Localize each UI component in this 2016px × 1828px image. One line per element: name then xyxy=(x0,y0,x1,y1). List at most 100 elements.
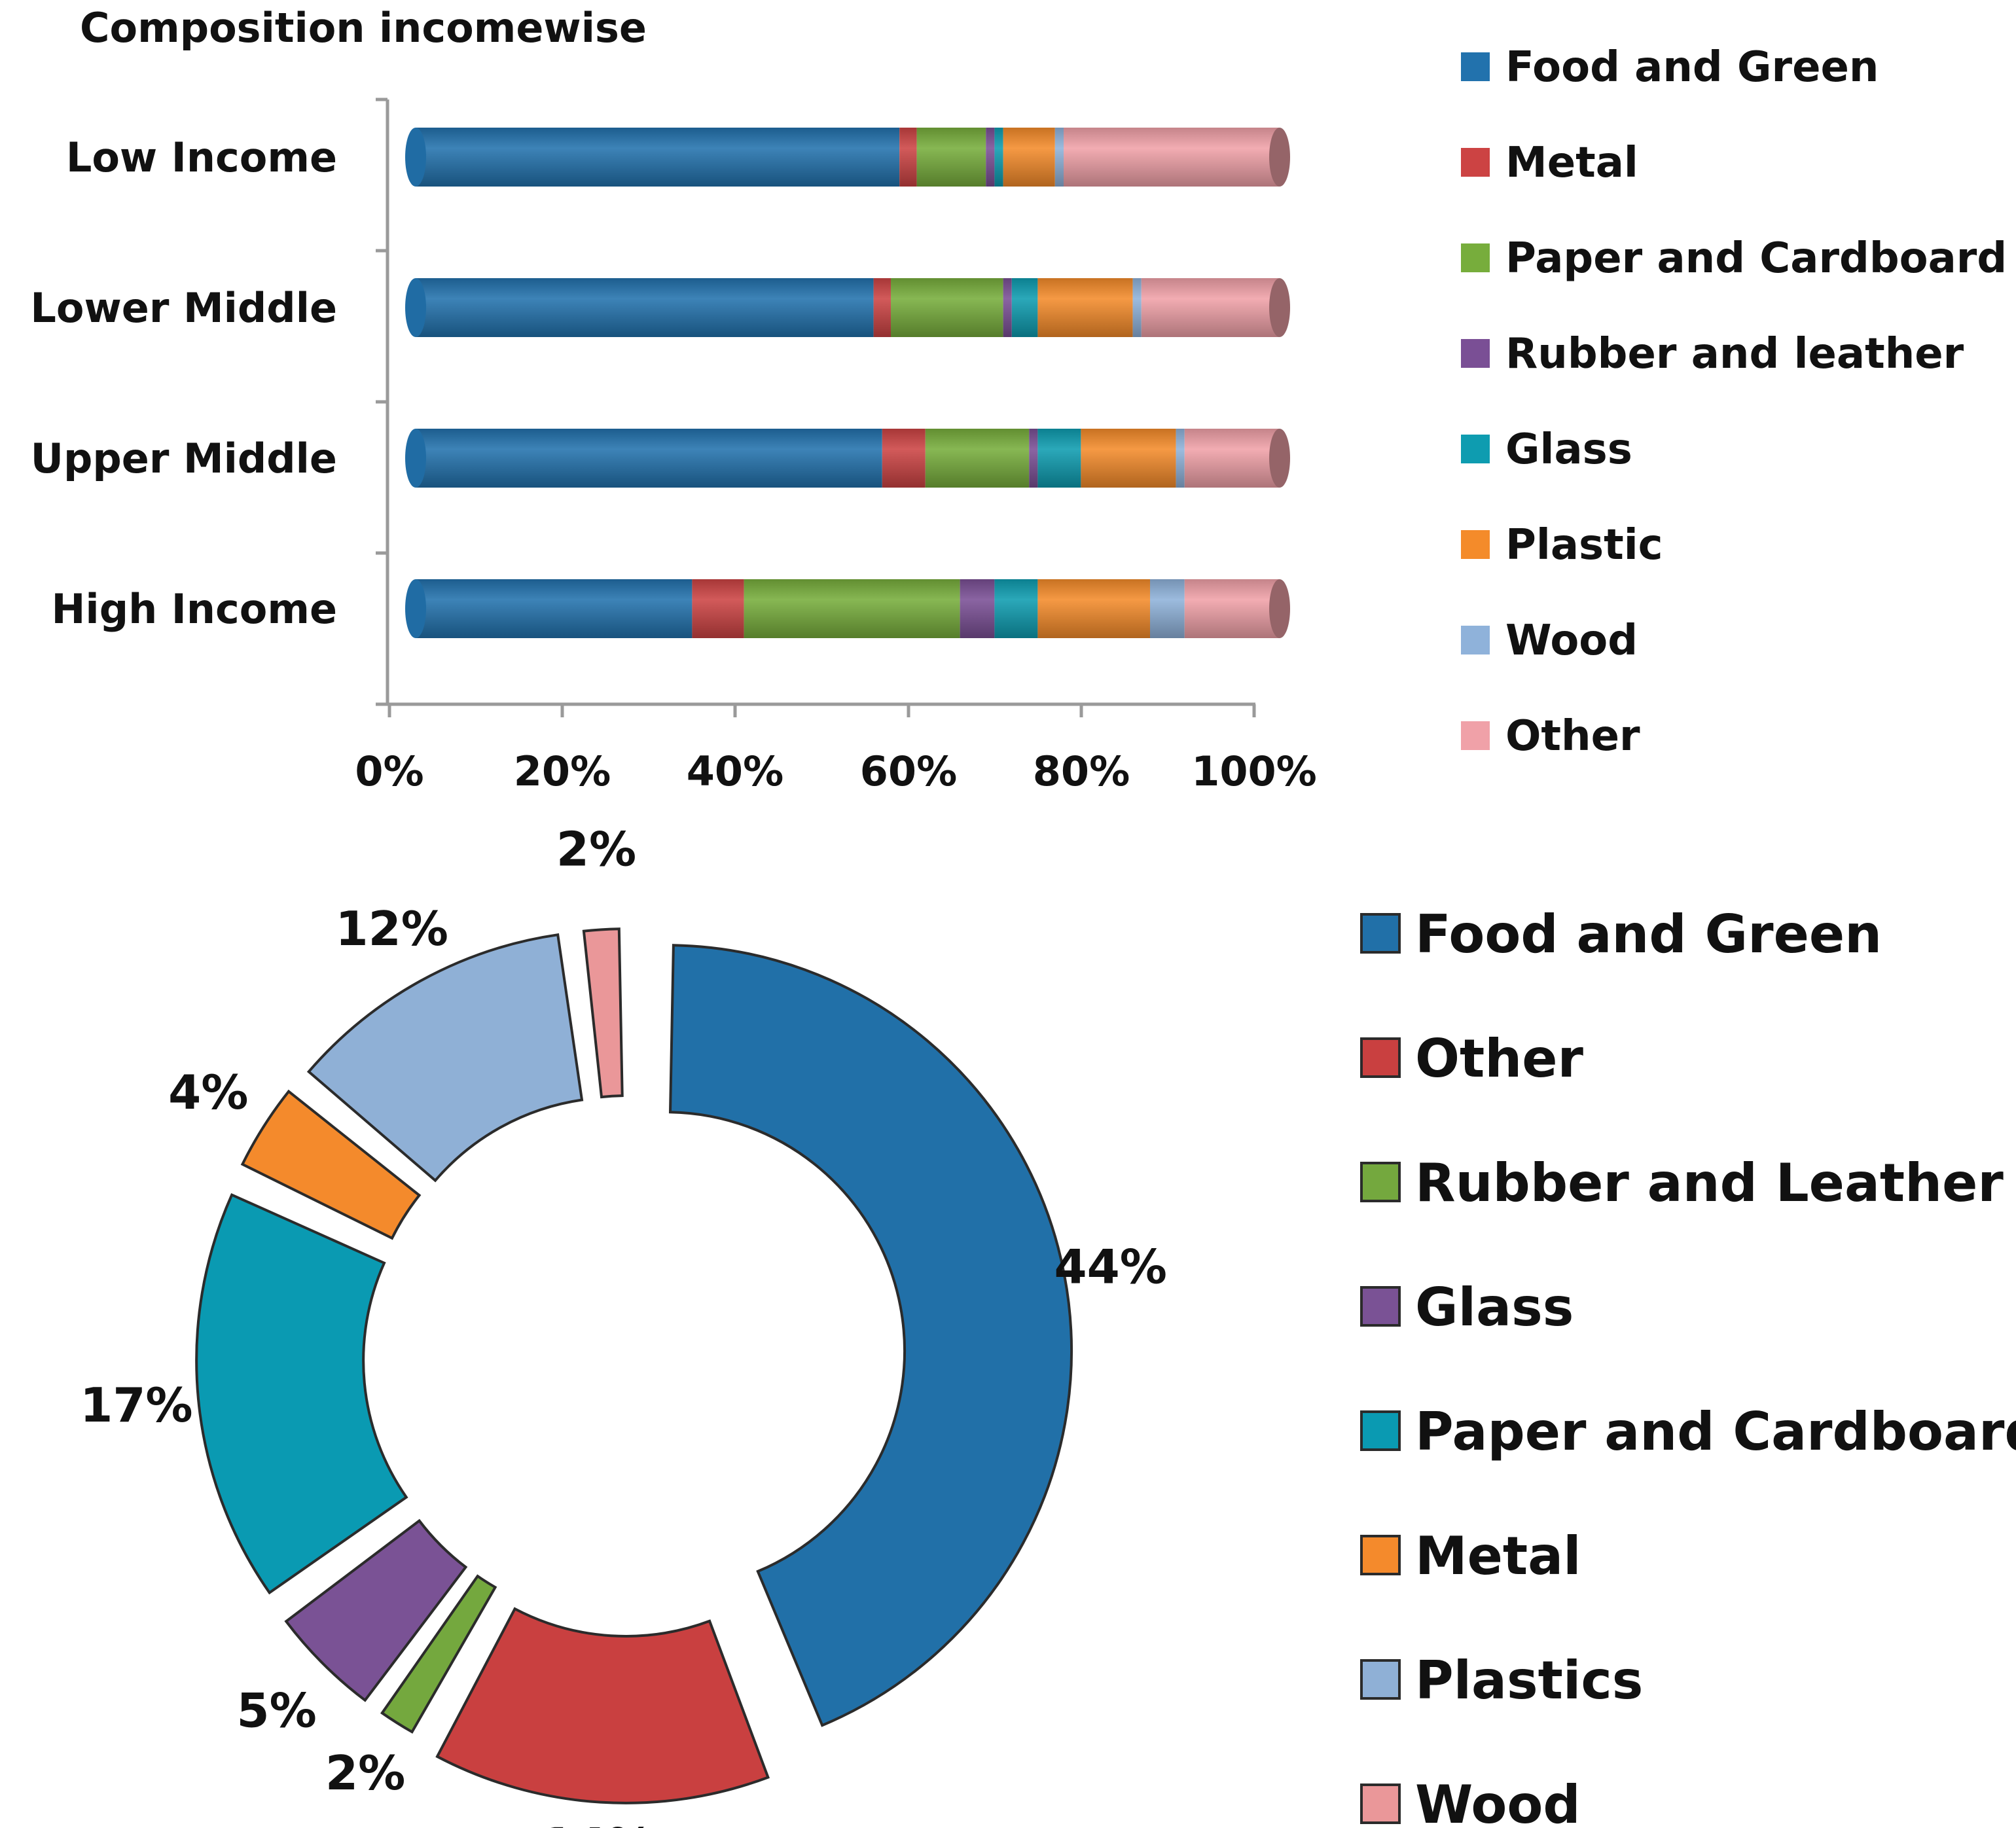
legend-label-plastic: Plastic xyxy=(1505,521,1663,569)
donut-label-rubber-and-leather: 2% xyxy=(325,1746,405,1801)
bar-chart-title: Composition incomewise xyxy=(80,4,647,52)
donut-label-food-and-green: 44% xyxy=(1054,1240,1167,1295)
donut-label-other: 14% xyxy=(541,1818,654,1828)
donut-label-wood: 2% xyxy=(556,822,636,877)
bar-high-income-other xyxy=(1184,579,1280,638)
bar-chart-legend: Food and Green Metal Paper and Cardboard Ru… xyxy=(1461,43,2007,761)
legend-swatch-food-and-green xyxy=(1360,913,1401,954)
legend-swatch-wood xyxy=(1360,1783,1401,1824)
x-tick-label: 20% xyxy=(514,747,611,795)
bar-lower-middle-rubber-and-leather xyxy=(1003,278,1012,337)
bar-low-income-wood xyxy=(1054,128,1064,187)
bar-cap-right xyxy=(1269,429,1290,488)
bar-upper-middle-glass xyxy=(1037,429,1081,488)
bar-chart-axes xyxy=(376,98,1256,717)
legend-swatch-wood xyxy=(1461,626,1490,654)
bar-cap-right xyxy=(1269,579,1290,638)
legend-swatch-rubber-and-leather xyxy=(1360,1162,1401,1202)
legend-label-other: Other xyxy=(1415,1028,1583,1089)
bar-low-income-other xyxy=(1064,128,1280,187)
legend-swatch-rubber-and-leather xyxy=(1461,339,1490,368)
bar-low-income-plastic xyxy=(1003,128,1055,187)
bar-upper-middle-other xyxy=(1184,429,1280,488)
bar-lower-middle-paper-and-cardboard xyxy=(891,278,1003,337)
legend-swatch-plastics xyxy=(1360,1659,1401,1700)
bar-high-income-plastic xyxy=(1037,579,1150,638)
bar-lower-middle-glass xyxy=(1011,278,1038,337)
x-tick-label: 80% xyxy=(1033,747,1130,795)
bar-high-income-metal xyxy=(692,579,744,638)
donut-label-plastics: 12% xyxy=(336,901,448,956)
legend-swatch-plastic xyxy=(1461,530,1490,559)
legend-label-paper-and-cardboard: Paper and Cardboard xyxy=(1415,1401,2016,1462)
bar-low-income-glass xyxy=(994,128,1003,187)
legend-label-wood: Wood xyxy=(1415,1774,1581,1828)
donut-slice-wood xyxy=(582,927,624,1099)
bar-upper-middle-food-and-green xyxy=(416,429,882,488)
bar-lower-middle-metal xyxy=(873,278,891,337)
x-tick-label: 0% xyxy=(355,747,423,795)
donut-chart-data-labels: 44%14%2%5%17%4%12%2% xyxy=(80,822,1167,1828)
bar-chart-bars xyxy=(405,128,1290,638)
legend-label-metal: Metal xyxy=(1415,1526,1581,1586)
category-label-high-income: High Income xyxy=(52,585,337,633)
bar-high-income-food-and-green xyxy=(416,579,693,638)
bar-low-income-paper-and-cardboard xyxy=(916,128,986,187)
legend-label-glass: Glass xyxy=(1505,425,1632,474)
legend-swatch-paper-and-cardboard xyxy=(1461,243,1490,272)
donut-slice-plastics xyxy=(306,933,584,1183)
bar-upper-middle-paper-and-cardboard xyxy=(925,429,1030,488)
donut-slice-glass xyxy=(284,1518,468,1702)
legend-swatch-paper-and-cardboard xyxy=(1360,1410,1401,1451)
category-label-upper-middle: Upper Middle xyxy=(31,435,337,482)
legend-label-food-and-green: Food and Green xyxy=(1505,43,1879,92)
bar-lower-middle-wood xyxy=(1132,278,1142,337)
x-tick-label: 100% xyxy=(1191,747,1317,795)
bar-lower-middle-food-and-green xyxy=(416,278,874,337)
bar-high-income-glass xyxy=(994,579,1038,638)
donut-slice-paper-and-cardboard xyxy=(195,1192,408,1595)
donut-label-glass: 5% xyxy=(236,1683,316,1738)
legend-label-rubber-and-leather: Rubber and Leather xyxy=(1415,1153,2004,1213)
legend-label-metal: Metal xyxy=(1505,139,1638,187)
legend-label-food-and-green: Food and Green xyxy=(1415,904,1882,965)
bar-high-income-rubber-and-leather xyxy=(960,579,995,638)
donut-slice-other xyxy=(435,1607,770,1804)
legend-label-glass: Glass xyxy=(1415,1277,1574,1338)
x-tick-label: 60% xyxy=(860,747,957,795)
legend-swatch-other xyxy=(1461,721,1490,750)
category-label-lower-middle: Lower Middle xyxy=(30,284,337,332)
bar-high-income-paper-and-cardboard xyxy=(744,579,960,638)
x-tick-label: 40% xyxy=(687,747,783,795)
bar-low-income-rubber-and-leather xyxy=(986,128,995,187)
donut-chart: 44%14%2%5%17%4%12%2% Food and GreenOther… xyxy=(80,822,2016,1828)
donut-slice-metal xyxy=(240,1089,422,1240)
bar-cap-right xyxy=(1269,128,1290,187)
bar-chart-tick-labels: 0% 20% 40% 60% 80% 100% xyxy=(355,747,1316,795)
legend-swatch-metal xyxy=(1461,148,1490,177)
donut-slice-rubber-and-leather xyxy=(380,1574,497,1734)
bar-cap-left xyxy=(405,579,426,638)
bar-chart-category-labels: Low Income Lower Middle Upper Middle High I… xyxy=(30,134,337,633)
bar-cap-right xyxy=(1269,278,1290,337)
donut-slice-food-and-green xyxy=(668,944,1073,1727)
bar-upper-middle-plastic xyxy=(1081,429,1176,488)
bar-upper-middle-rubber-and-leather xyxy=(1029,429,1038,488)
legend-label-wood: Wood xyxy=(1505,617,1638,665)
legend-label-paper-and-cardboard: Paper and Cardboard xyxy=(1505,234,2007,283)
category-label-low-income: Low Income xyxy=(66,134,337,181)
legend-swatch-other xyxy=(1360,1037,1401,1078)
bar-low-income-food-and-green xyxy=(416,128,900,187)
legend-label-other: Other xyxy=(1505,712,1640,761)
legend-swatch-food-and-green xyxy=(1461,52,1490,81)
bar-cap-left xyxy=(405,429,426,488)
legend-swatch-metal xyxy=(1360,1535,1401,1575)
legend-swatch-glass xyxy=(1461,435,1490,463)
donut-label-paper-and-cardboard: 17% xyxy=(80,1378,192,1433)
donut-label-metal: 4% xyxy=(168,1065,248,1120)
bar-lower-middle-plastic xyxy=(1037,278,1133,337)
bar-lower-middle-other xyxy=(1141,278,1280,337)
bar-upper-middle-wood xyxy=(1176,429,1185,488)
bar-cap-left xyxy=(405,278,426,337)
bar-upper-middle-metal xyxy=(882,429,926,488)
